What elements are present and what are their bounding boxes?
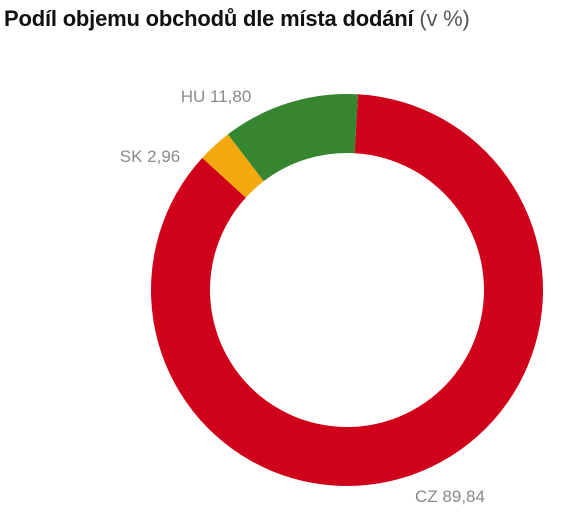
donut-labels: CZ 89,84 SK 2,96 HU 11,80	[120, 87, 485, 506]
slice-label-hu: HU 11,80	[181, 87, 252, 106]
slice-cz	[151, 94, 544, 487]
slice-sk	[202, 134, 264, 198]
chart-title-text: Podíl objemu obchodů dle místa dodání	[4, 6, 414, 31]
slice-label-sk: SK 2,96	[120, 147, 181, 166]
chart-title-unit: (v %)	[419, 6, 470, 31]
slice-hu	[227, 94, 358, 182]
donut-slices	[151, 94, 544, 487]
slice-label-cz: CZ 89,84	[415, 487, 485, 506]
chart-title: Podíl objemu obchodů dle místa dodání (v…	[4, 6, 470, 32]
